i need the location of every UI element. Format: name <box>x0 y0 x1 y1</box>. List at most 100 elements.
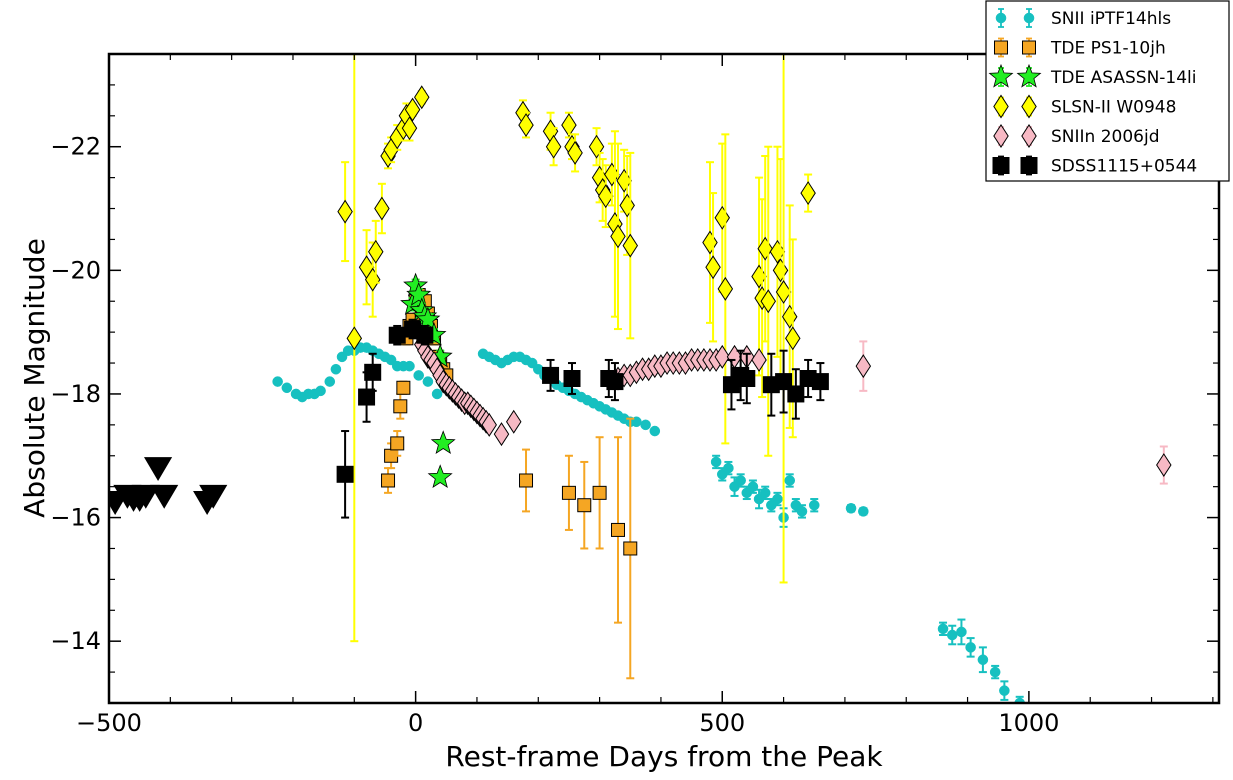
data-point <box>393 399 408 414</box>
data-point <box>723 462 734 474</box>
data-point <box>390 436 405 451</box>
data-point <box>422 376 434 387</box>
data-point <box>714 205 731 230</box>
data-point <box>396 380 411 395</box>
data-point <box>519 473 534 488</box>
data-point <box>577 498 592 513</box>
data-point <box>563 370 581 387</box>
data-point <box>611 522 626 537</box>
legend-marker <box>994 40 1008 55</box>
y-tick-label: −22 <box>50 133 101 161</box>
data-point <box>561 485 576 500</box>
series-3 <box>337 54 816 643</box>
data-point <box>710 456 722 468</box>
data-point <box>977 654 989 666</box>
x-tick-label: 500 <box>699 709 745 737</box>
data-point <box>272 376 283 387</box>
legend: SNII iPTF14hls TDE PS1-10jh TDE ASASSN-14l… <box>985 0 1230 182</box>
data-point <box>364 363 382 381</box>
data-point <box>401 116 418 141</box>
data-point <box>956 626 967 638</box>
x-axis-label: Rest-frame Days from the Peak <box>445 740 883 773</box>
legend-label: TDE PS1-10jh <box>1050 39 1166 59</box>
data-point <box>796 506 808 517</box>
y-axis-label: Absolute Magnitude <box>18 238 51 518</box>
data-point <box>368 239 384 264</box>
legend-marker <box>1021 94 1037 119</box>
data-point <box>561 113 577 138</box>
data-point <box>364 267 381 292</box>
y-tick-label: −14 <box>50 627 101 655</box>
data-point <box>800 181 816 206</box>
plot-frame <box>107 52 1221 705</box>
legend-label: SNII iPTF14hls <box>1051 9 1171 29</box>
series-2 <box>400 272 456 489</box>
data-point <box>751 347 767 372</box>
upper-limit-point <box>143 457 173 481</box>
data-point <box>506 409 522 434</box>
y-tick-label: −16 <box>50 504 101 532</box>
data-point <box>427 464 453 489</box>
legend-marker <box>1023 12 1035 24</box>
data-point <box>493 422 510 447</box>
data-point <box>610 224 626 249</box>
data-point <box>760 289 776 314</box>
data-point <box>717 276 734 301</box>
data-point <box>999 685 1010 696</box>
data-point <box>606 373 624 391</box>
data-point <box>775 279 792 304</box>
legend-marker <box>993 94 1009 119</box>
legend-box <box>985 0 1230 182</box>
data-point <box>597 184 614 209</box>
data-point <box>845 503 857 514</box>
data-point <box>946 629 958 641</box>
data-point <box>787 385 805 403</box>
data-point <box>381 473 396 488</box>
data-point <box>518 113 534 138</box>
data-point <box>640 419 651 431</box>
data-point <box>542 366 560 384</box>
data-point <box>545 134 562 159</box>
upper-limit-point <box>199 484 228 509</box>
data-point <box>735 475 746 486</box>
data-point <box>281 382 293 394</box>
data-point <box>415 306 441 331</box>
data-point <box>714 344 731 369</box>
data-point <box>757 236 773 261</box>
data-point <box>416 326 434 344</box>
data-point <box>858 506 869 517</box>
data-layer <box>109 54 1172 703</box>
data-point <box>374 196 390 221</box>
legend-marker <box>988 63 1014 88</box>
data-point <box>358 388 376 406</box>
data-point <box>592 485 607 500</box>
y-tick-label: −18 <box>50 380 101 408</box>
data-point <box>738 370 756 387</box>
ticks-layer: −500 0 500 1000 −14 −16 −18 −20 −22 <box>50 54 1219 737</box>
x-tick-label: 0 <box>408 709 423 737</box>
data-point <box>772 493 783 505</box>
data-point <box>430 430 456 455</box>
data-point <box>330 363 342 375</box>
legend-marker <box>995 12 1007 24</box>
data-point <box>431 388 443 400</box>
data-point <box>759 487 771 499</box>
data-point <box>623 541 638 556</box>
data-point <box>324 376 336 387</box>
data-point <box>346 326 363 351</box>
data-point <box>413 370 424 381</box>
data-point <box>406 281 432 306</box>
x-tick-label: 1000 <box>998 709 1059 737</box>
legend-marker <box>1020 157 1038 174</box>
data-point <box>388 326 406 344</box>
data-point <box>855 354 872 379</box>
legend-marker <box>1021 124 1037 148</box>
legend-label: TDE ASASSN-14li <box>1050 68 1197 88</box>
series-5 <box>336 318 829 519</box>
data-point <box>622 233 639 258</box>
upper-limit-point <box>150 484 179 509</box>
data-point <box>808 499 820 511</box>
data-point <box>649 425 661 437</box>
